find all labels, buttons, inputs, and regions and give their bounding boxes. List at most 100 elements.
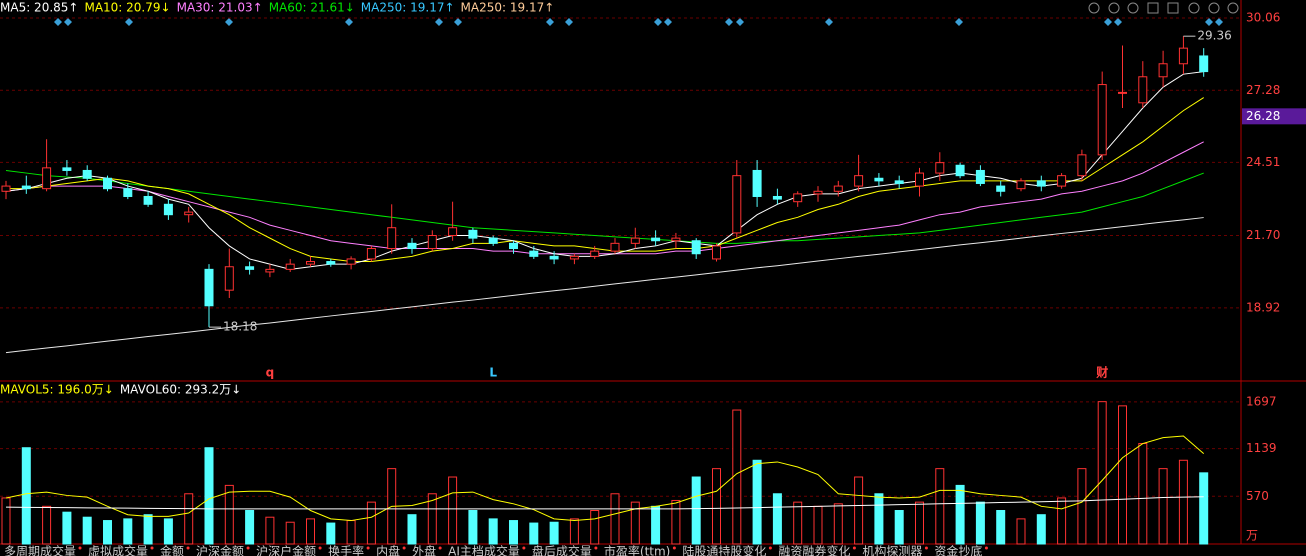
volume-bar — [1178, 459, 1188, 545]
indicator-tab[interactable]: 融资融券变化 — [778, 544, 850, 556]
candle-body — [813, 190, 823, 195]
price-tag: 26.28 — [1246, 109, 1280, 123]
event-marker: q — [266, 366, 275, 380]
volume-bar — [915, 501, 924, 545]
volume-bar — [448, 476, 458, 545]
candle-body — [854, 175, 864, 187]
indicator-tab[interactable]: 多周期成交量 — [4, 544, 76, 556]
tab-dot — [672, 546, 676, 550]
volume-bar — [854, 476, 864, 545]
candle-body — [874, 177, 884, 182]
indicator-tab[interactable]: 机构探测器 — [862, 544, 922, 556]
volume-bar — [62, 511, 72, 545]
indicator-tab[interactable]: 陆股通持股变化 — [682, 544, 766, 556]
candle-body — [712, 245, 721, 260]
volume-bar — [529, 522, 539, 545]
candle-body — [346, 258, 356, 265]
volume-bar — [732, 409, 742, 545]
volume-bar — [996, 510, 1006, 545]
volume-bar — [103, 520, 112, 545]
candle-body — [488, 237, 498, 244]
tab-dot — [852, 546, 856, 550]
candle-body — [752, 169, 762, 197]
candle-body — [306, 261, 315, 265]
candle-body — [1036, 180, 1046, 187]
volume-bar — [1, 497, 11, 545]
volume-bar — [245, 510, 255, 545]
volume-bar — [1077, 468, 1087, 545]
tab-dot — [186, 546, 190, 550]
volume-bar — [509, 520, 518, 545]
candle-body — [407, 242, 417, 250]
volume-bar — [549, 521, 559, 545]
volume-bar — [874, 493, 884, 545]
candle-body — [387, 227, 397, 250]
candle-body — [82, 169, 92, 179]
y-tick-label: 18.92 — [1246, 300, 1280, 314]
volume-bar — [630, 501, 640, 545]
tool-icon[interactable] — [1167, 2, 1179, 14]
indicator-tab[interactable]: 虚拟成交量 — [88, 544, 148, 556]
tool-icon[interactable] — [1088, 2, 1100, 14]
indicator-tab[interactable]: 市盈率(ttm) — [604, 544, 670, 556]
volume-bar — [326, 522, 336, 545]
y-tick-label: 21.70 — [1246, 228, 1280, 242]
candle-body — [772, 195, 782, 200]
indicator-tab[interactable]: 沪深金额 — [196, 544, 244, 556]
candle-body — [569, 255, 579, 260]
candle-body — [21, 185, 31, 190]
candle-body — [691, 240, 701, 255]
tab-dot — [402, 546, 406, 550]
tab-dot — [318, 546, 322, 550]
candle-body — [427, 235, 437, 250]
legend-entry: MA10: 20.79↓ — [84, 1, 170, 15]
volume-bar — [184, 493, 194, 545]
indicator-tab[interactable]: 金额 — [160, 544, 184, 556]
indicator-tab[interactable]: 换手率 — [328, 544, 364, 556]
volume-bar — [285, 521, 295, 545]
indicator-tab[interactable]: 资金抄底 — [934, 544, 982, 556]
legend-entry: MAVOL60: 293.2万↓ — [120, 383, 241, 397]
tab-dot — [366, 546, 370, 550]
indicator-tab[interactable]: 沪深户金额 — [256, 544, 316, 556]
tool-icon[interactable] — [1147, 2, 1159, 14]
event-marker: L — [489, 366, 497, 380]
y-tick-label: 27.28 — [1246, 83, 1280, 97]
indicator-tab[interactable]: 外盘 — [412, 544, 436, 556]
zoom-out[interactable] — [1227, 2, 1239, 14]
volume-bar — [1118, 405, 1127, 545]
candle-body — [955, 164, 965, 177]
low-label: 18.18 — [223, 320, 257, 334]
tool-icon[interactable] — [1127, 2, 1139, 14]
volume-bar — [468, 510, 478, 545]
volume-bar — [651, 505, 661, 545]
tab-dot — [438, 546, 442, 550]
indicator-tab[interactable]: 盘后成交量 — [532, 544, 592, 556]
tab-dot — [150, 546, 154, 550]
volume-bar — [224, 484, 234, 545]
y-tick-label: 30.06 — [1246, 10, 1280, 24]
event-marker: 财 — [1095, 365, 1108, 380]
candle-body — [468, 229, 478, 239]
volume-bar — [143, 514, 153, 545]
tool-icon[interactable] — [1188, 2, 1200, 14]
volume-bar — [306, 518, 315, 545]
candle-body — [245, 266, 255, 270]
candle-body — [549, 255, 559, 260]
volume-bar — [752, 459, 762, 545]
indicator-tab[interactable]: 内盘 — [376, 544, 400, 556]
volume-bar — [712, 468, 721, 545]
candle-body — [366, 248, 376, 260]
candle-body — [996, 185, 1006, 192]
candle-body — [1178, 47, 1188, 65]
zoom-in[interactable] — [1208, 2, 1220, 14]
indicator-tab[interactable]: AI主档成交量 — [448, 544, 520, 556]
tab-dot — [984, 546, 988, 550]
y-tick-label: 1139 — [1246, 441, 1277, 455]
tool-icon[interactable] — [1108, 2, 1120, 14]
volume-bar — [793, 501, 803, 545]
tab-dot — [768, 546, 772, 550]
